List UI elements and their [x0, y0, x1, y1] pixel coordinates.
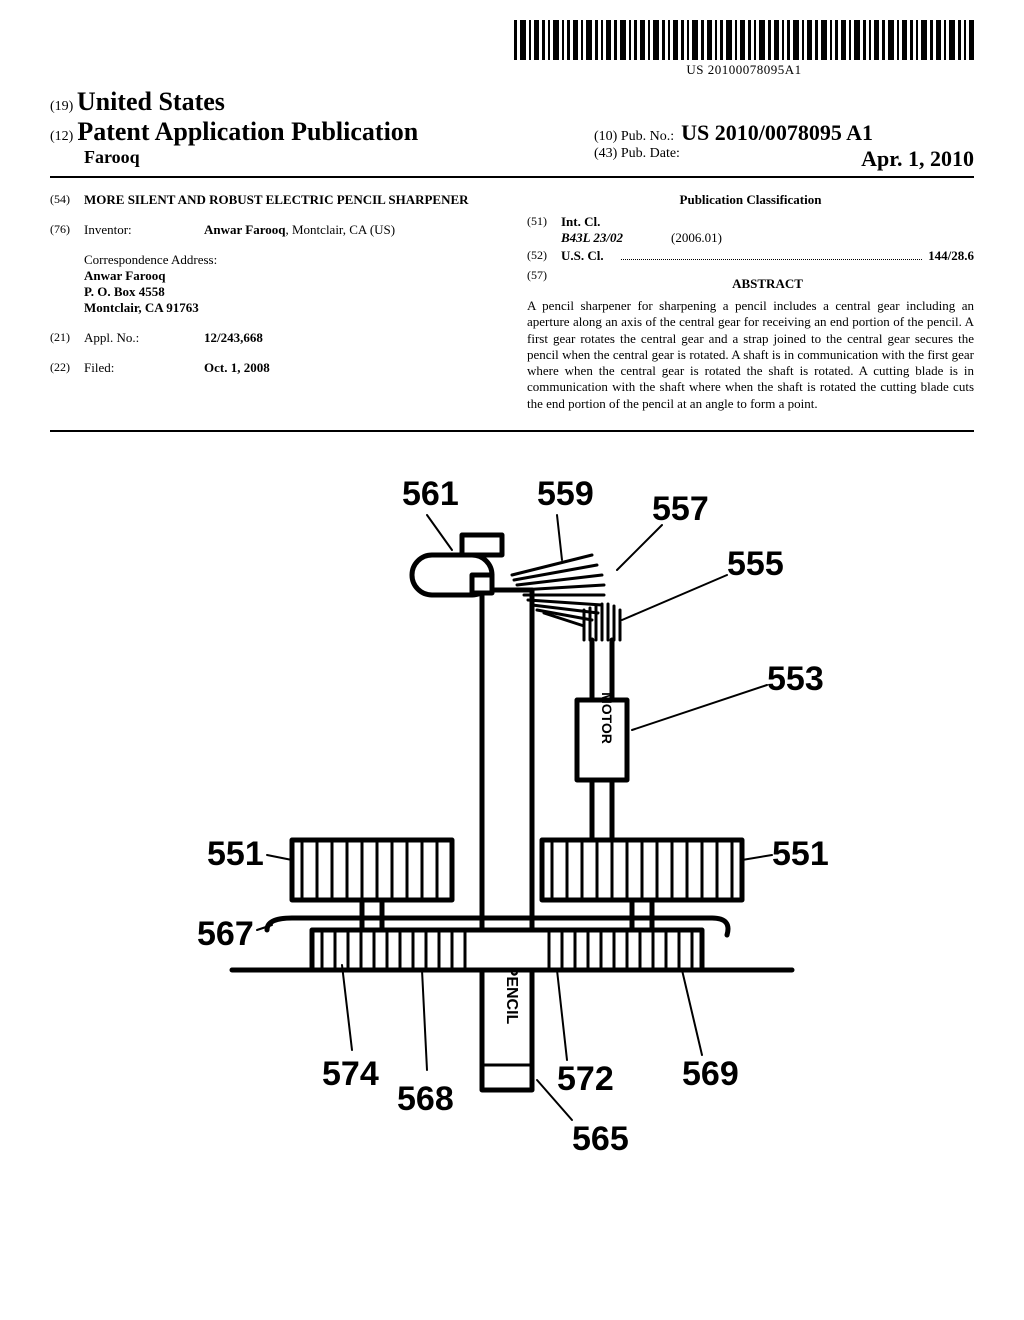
country-num: (19)	[50, 99, 73, 114]
intcl-year: (2006.01)	[671, 230, 722, 246]
pubdate-line: (43) Pub. Date: Apr. 1, 2010	[594, 146, 974, 172]
classification-heading: Publication Classification	[527, 192, 974, 208]
intcl-label: Int. Cl.	[561, 214, 974, 230]
author-line: Farooq	[84, 147, 418, 168]
uscl-label: U.S. Cl.	[561, 248, 615, 264]
intcl-code: B43L 23/02	[561, 230, 671, 246]
pub-type: Patent Application Publication	[77, 117, 418, 147]
pub-no: US 2010/0078095 A1	[681, 120, 873, 145]
fig-ref-561: 561	[402, 475, 459, 513]
fig-ref-572: 572	[557, 1060, 614, 1098]
corr-name: Anwar Farooq	[84, 268, 497, 284]
fig-ref-567: 567	[197, 915, 254, 953]
biblio-right: Publication Classification (51) Int. Cl.…	[527, 192, 974, 412]
pencil-label: PENCIL	[503, 965, 520, 1024]
corr-city: Montclair, CA 91763	[84, 300, 497, 316]
barcode-region: US 20100078095A1	[50, 20, 974, 79]
inventor-row: (76) Inventor: Anwar Farooq, Montclair, …	[50, 222, 497, 238]
uscl-num: (52)	[527, 248, 561, 264]
fig-ref-568: 568	[397, 1080, 454, 1118]
fig-ref-557: 557	[652, 490, 709, 528]
corr-po: P. O. Box 4558	[84, 284, 497, 300]
abstract-text: A pencil sharpener for sharpening a penc…	[527, 298, 974, 412]
filed-row: (22) Filed: Oct. 1, 2008	[50, 360, 497, 376]
uscl-row: (52) U.S. Cl. 144/28.6	[527, 248, 974, 264]
barcode-svg	[514, 20, 974, 60]
title-row: (54) MORE SILENT AND ROBUST ELECTRIC PEN…	[50, 192, 497, 208]
fig-ref-553: 553	[767, 660, 824, 698]
title-num: (54)	[50, 192, 84, 208]
inventor-name: Anwar Farooq	[204, 222, 286, 237]
applno-row: (21) Appl. No.: 12/243,668	[50, 330, 497, 346]
pub-type-line: (12) Patent Application Publication	[50, 117, 418, 147]
filed-date: Oct. 1, 2008	[204, 360, 497, 376]
filed-label: Filed:	[84, 360, 204, 376]
pubdate-label: Pub. Date:	[621, 146, 680, 161]
abstract-head-row: (57) ABSTRACT	[527, 268, 974, 296]
invention-title: MORE SILENT AND ROBUST ELECTRIC PENCIL S…	[84, 192, 497, 208]
leader-dots	[621, 259, 922, 260]
patent-figure: PENCIL	[172, 460, 852, 1200]
pubdate-num: (43)	[594, 146, 617, 161]
country-name: United States	[77, 87, 225, 116]
inventor-num: (76)	[50, 222, 84, 238]
appl-no: 12/243,668	[204, 330, 497, 346]
applno-num: (21)	[50, 330, 84, 346]
pubno-num: (10)	[594, 129, 617, 144]
uscl-value: 144/28.6	[928, 248, 974, 264]
fig-ref-569: 569	[682, 1055, 739, 1093]
figure-area: PENCIL	[50, 450, 974, 1205]
fig-ref-559: 559	[537, 475, 594, 513]
abstract-label: ABSTRACT	[561, 276, 974, 292]
motor-label: MOTOR	[599, 692, 615, 744]
fig-ref-551-left: 551	[207, 835, 264, 873]
barcode-text: US 20100078095A1	[514, 62, 974, 78]
biblio: (54) MORE SILENT AND ROBUST ELECTRIC PEN…	[50, 192, 974, 432]
filed-num: (22)	[50, 360, 84, 376]
inventor-val: Anwar Farooq, Montclair, CA (US)	[204, 222, 497, 238]
pub-date: Apr. 1, 2010	[861, 146, 974, 172]
intcl-row: (51) Int. Cl. B43L 23/02 (2006.01)	[527, 214, 974, 246]
pubno-label: Pub. No.:	[621, 129, 674, 144]
inventor-loc: , Montclair, CA (US)	[286, 222, 396, 237]
pubno-line: (10) Pub. No.: US 2010/0078095 A1	[594, 120, 974, 146]
fig-ref-565: 565	[572, 1120, 629, 1158]
header-block: (19) United States (12) Patent Applicati…	[50, 87, 974, 178]
abstract-num: (57)	[527, 268, 561, 296]
inventor-label: Inventor:	[84, 222, 204, 238]
corr-label: Correspondence Address:	[84, 252, 497, 268]
biblio-left: (54) MORE SILENT AND ROBUST ELECTRIC PEN…	[50, 192, 497, 412]
barcode: US 20100078095A1	[514, 20, 974, 78]
fig-ref-574: 574	[322, 1055, 379, 1093]
pub-type-num: (12)	[50, 129, 73, 145]
correspondence-block: Correspondence Address: Anwar Farooq P. …	[84, 252, 497, 316]
applno-label: Appl. No.:	[84, 330, 204, 346]
intcl-num: (51)	[527, 214, 561, 246]
fig-ref-551-right: 551	[772, 835, 829, 873]
fig-ref-555: 555	[727, 545, 784, 583]
country-line: (19) United States	[50, 87, 974, 117]
